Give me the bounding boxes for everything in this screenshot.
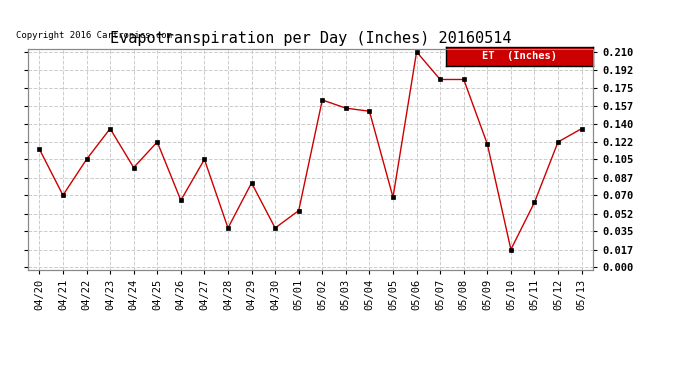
Title: Evapotranspiration per Day (Inches) 20160514: Evapotranspiration per Day (Inches) 2016… <box>110 31 511 46</box>
Text: Copyright 2016 Cartronics.com: Copyright 2016 Cartronics.com <box>17 31 172 40</box>
